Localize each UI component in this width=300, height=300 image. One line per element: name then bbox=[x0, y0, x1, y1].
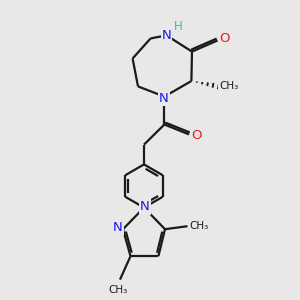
Text: CH₃: CH₃ bbox=[109, 285, 128, 295]
Text: CH₃: CH₃ bbox=[219, 81, 238, 91]
Text: N: N bbox=[113, 221, 122, 234]
Text: CH₃: CH₃ bbox=[189, 220, 208, 231]
Text: O: O bbox=[219, 32, 230, 46]
Text: N: N bbox=[159, 92, 169, 105]
Text: H: H bbox=[173, 20, 182, 33]
Text: N: N bbox=[162, 29, 171, 42]
Text: N: N bbox=[140, 200, 149, 214]
Text: O: O bbox=[191, 129, 202, 142]
